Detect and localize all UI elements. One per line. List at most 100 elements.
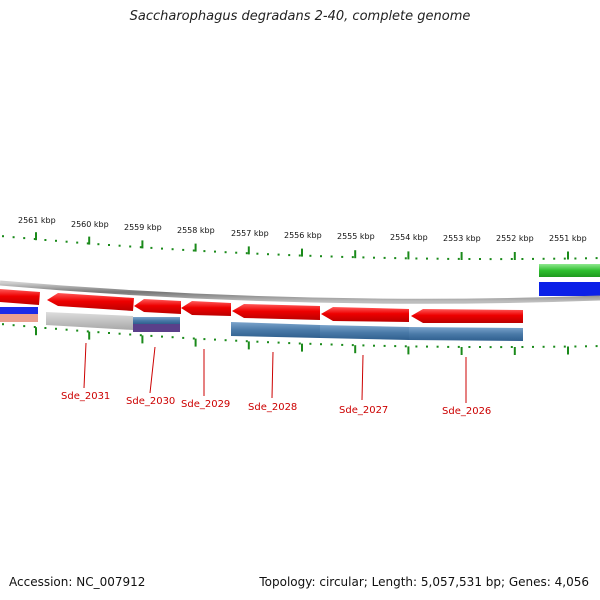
kbp-label: 2560 kbp [71,220,109,229]
kbp-label: 2556 kbp [284,231,322,240]
gene-label[interactable]: Sde_2026 [442,406,491,417]
minor-tick [436,257,439,260]
minor-tick [510,346,513,348]
minor-tick [129,245,132,248]
gene-label[interactable]: Sde_2029 [181,399,230,410]
minor-tick [426,257,428,260]
minor-tick [256,340,259,343]
minor-tick [404,257,407,260]
minor-tick [256,252,259,255]
minor-tick [192,249,195,252]
minor-tick [2,235,4,238]
minor-tick [139,334,142,337]
minor-tick [489,346,492,349]
minor-tick [214,250,216,253]
minor-tick [383,344,386,347]
gene-label[interactable]: Sde_2030 [126,396,175,407]
callout-line [361,354,364,401]
blue-annotation[interactable] [320,325,409,340]
minor-tick [65,240,68,243]
blue-annotation[interactable] [231,322,320,338]
purple-annotation[interactable] [133,324,180,332]
upper-minor-ticks [2,235,598,261]
minor-tick [12,236,15,239]
minor-tick [330,255,333,258]
blue-feature-block[interactable] [539,282,600,296]
gene-arrow[interactable] [321,307,409,322]
minor-tick [23,237,26,240]
kbp-label: 2555 kbp [337,232,375,241]
minor-tick [521,346,524,348]
minor-tick [373,256,375,259]
minor-tick [97,243,100,246]
gene-arrow[interactable] [47,293,134,311]
minor-tick [161,247,163,250]
minor-tick [415,257,418,260]
kbp-label: 2554 kbp [390,233,428,242]
minor-tick [277,253,280,256]
minor-tick [12,324,15,327]
minor-tick [2,323,4,326]
minor-tick [373,344,375,347]
upper-major-ticks [35,232,569,260]
grey-annotation[interactable] [46,312,133,330]
lower-major-ticks [35,327,569,355]
gene-label[interactable]: Sde_2027 [339,405,388,416]
minor-tick [351,344,354,347]
minor-tick [394,257,397,260]
minor-tick [298,254,301,257]
kbp-label: 2552 kbp [496,234,534,243]
blue-annotation[interactable] [409,327,523,341]
minor-tick [595,345,598,348]
minor-tick [44,239,47,241]
minor-tick [542,345,545,348]
minor-tick [161,335,163,338]
gene-labels: Sde_2031 Sde_2030 Sde_2029 Sde_2028 Sde_… [61,342,491,417]
minor-tick [55,239,57,242]
green-feature-block[interactable] [539,264,600,277]
minor-tick [108,244,110,246]
minor-tick [182,336,185,339]
gene-arrow[interactable] [0,289,40,305]
kbp-scale: 2561 kbp 2560 kbp 2559 kbp 2558 kbp 2557… [18,216,587,243]
minor-tick [320,255,322,258]
blue-annotation[interactable] [0,307,38,314]
minor-tick [150,334,153,337]
minor-tick [33,238,36,240]
gene-arrow[interactable] [232,304,320,320]
minor-tick [288,254,291,257]
kbp-label: 2553 kbp [443,234,481,243]
minor-tick [436,345,439,348]
minor-tick [447,345,450,348]
gene-arrow[interactable] [411,309,523,323]
annotation-track [0,307,523,341]
minor-tick [55,327,57,330]
minor-tick [351,256,354,259]
gene-label[interactable]: Sde_2028 [248,402,297,413]
minor-tick [532,345,534,348]
upper-tick-track [2,232,598,261]
gene-arrow[interactable] [181,301,231,316]
minor-tick [23,325,26,328]
minor-tick [309,254,312,257]
minor-tick [235,251,238,254]
minor-tick [553,257,556,260]
minor-tick [457,345,460,348]
minor-tick [532,257,534,260]
minor-tick [224,251,227,254]
minor-tick [585,345,587,348]
minor-tick [214,338,216,341]
minor-tick [341,255,344,258]
minor-tick [277,341,280,344]
minor-tick [595,257,598,260]
gene-label[interactable]: Sde_2031 [61,391,110,402]
minor-tick [585,257,587,260]
salmon-annotation[interactable] [0,314,38,322]
minor-tick [563,345,566,348]
minor-tick [521,258,524,260]
callout-line [83,342,87,389]
genome-title: Saccharophagus degradans 2-40, complete … [129,9,471,24]
gene-arrow[interactable] [134,299,181,314]
blue-annotation[interactable] [133,317,180,324]
